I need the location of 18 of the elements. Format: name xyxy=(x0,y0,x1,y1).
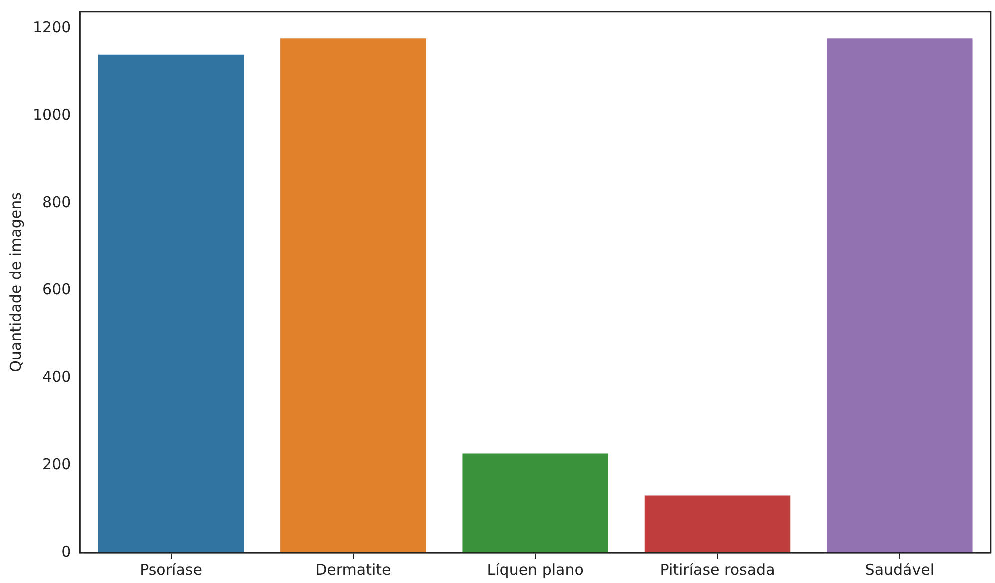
y-tick-label: 600 xyxy=(42,280,72,299)
y-tick-label: 1200 xyxy=(32,18,72,36)
bar xyxy=(98,54,244,553)
bar xyxy=(462,454,608,553)
x-tick-label: Psoríase xyxy=(140,560,202,579)
y-tick-label: 200 xyxy=(42,455,72,474)
y-tick-label: 0 xyxy=(62,542,72,561)
x-tick-label: Dermatite xyxy=(316,560,392,579)
y-tick-label: 1000 xyxy=(32,106,72,124)
x-tick-label: Saudável xyxy=(865,560,935,579)
bar xyxy=(644,496,791,553)
x-tick-label: Pitiríase rosada xyxy=(660,560,776,579)
bar xyxy=(827,38,973,553)
bar xyxy=(280,38,426,553)
y-tick-label: 800 xyxy=(42,193,72,212)
x-tick-label: Líquen plano xyxy=(487,560,584,579)
y-axis-title: Quantidade de imagens xyxy=(6,192,25,372)
y-tick-label: 400 xyxy=(42,368,72,386)
